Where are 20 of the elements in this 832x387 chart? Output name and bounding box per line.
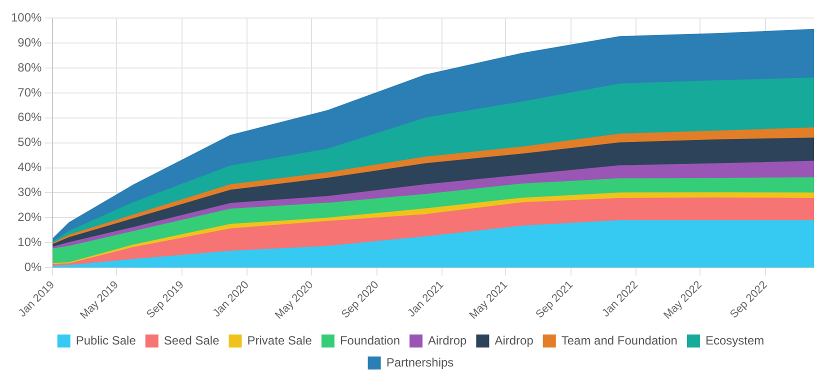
y-tick-label: 20% (18, 210, 42, 224)
legend-label: Ecosystem (705, 333, 764, 348)
y-tick-label: 90% (18, 35, 42, 50)
legend-label: Partnerships (386, 355, 454, 370)
y-tick-label: 60% (18, 110, 42, 124)
y-tick-label: 50% (18, 135, 42, 150)
legend-label: Airdrop (494, 333, 534, 348)
y-tick-label: 0% (24, 260, 42, 274)
y-tick-label: 100% (10, 10, 42, 25)
y-tick-label: 80% (18, 60, 42, 74)
legend-label: Airdrop (428, 333, 468, 348)
y-tick-label: 10% (18, 234, 42, 249)
y-tick-label: 40% (18, 160, 42, 174)
legend-label: Team and Foundation (561, 333, 678, 348)
legend-label: Foundation (340, 333, 400, 348)
y-tick-label: 30% (18, 185, 42, 200)
legend-label: Public Sale (76, 333, 136, 348)
y-tick-label: 70% (18, 85, 42, 100)
legend-label: Private Sale (247, 333, 312, 348)
legend-label: Seed Sale (164, 333, 220, 348)
